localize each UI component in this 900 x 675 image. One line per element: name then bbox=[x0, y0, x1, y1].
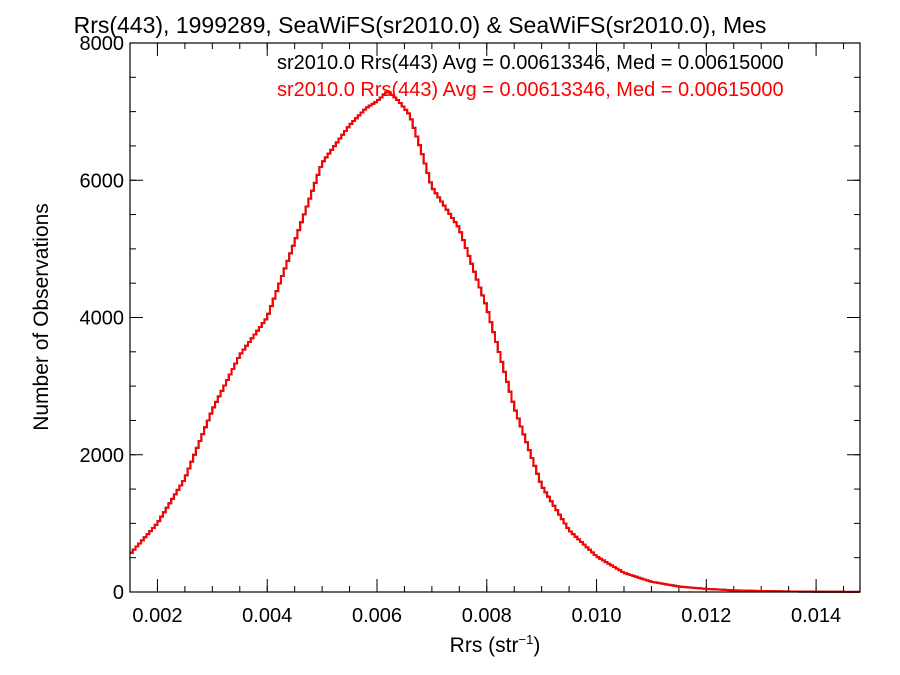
x-tick-label: 0.010 bbox=[572, 605, 622, 627]
chart-title: Rrs(443), 1999289, SeaWiFS(sr2010.0) & S… bbox=[74, 12, 767, 38]
plot-frame bbox=[129, 42, 861, 593]
x-axis-label-close: ) bbox=[533, 634, 540, 657]
axis-ticks: 0.002 0.004 0.006 0.008 0.010 0.012 0.014 0 2000… bbox=[80, 33, 860, 627]
y-axis-label: Number of Observations bbox=[30, 203, 53, 431]
x-tick-label: 0.014 bbox=[791, 605, 841, 627]
series-line-red bbox=[130, 91, 860, 593]
x-tick-label: 0.008 bbox=[462, 605, 512, 627]
x-tick-label: 0.004 bbox=[242, 605, 292, 627]
x-tick-label: 0.002 bbox=[132, 605, 182, 627]
x-axis-label: Rrs (str−1) bbox=[450, 632, 541, 657]
y-tick-label: 2000 bbox=[80, 445, 125, 467]
x-tick-label: 0.012 bbox=[681, 605, 731, 627]
x-axis-label-main: Rrs (str bbox=[450, 634, 519, 657]
data-series bbox=[130, 91, 860, 593]
y-tick-label: 8000 bbox=[80, 33, 125, 55]
y-tick-label: 4000 bbox=[80, 308, 125, 330]
x-tick-label: 0.006 bbox=[352, 605, 402, 627]
legend-entry-red: sr2010.0 Rrs(443) Avg = 0.00613346, Med … bbox=[277, 79, 784, 101]
y-tick-label: 0 bbox=[113, 582, 124, 604]
x-axis-label-exponent: −1 bbox=[519, 632, 534, 647]
legend-entry-black: sr2010.0 Rrs(443) Avg = 0.00613346, Med … bbox=[277, 52, 784, 74]
y-tick-label: 6000 bbox=[80, 170, 125, 192]
